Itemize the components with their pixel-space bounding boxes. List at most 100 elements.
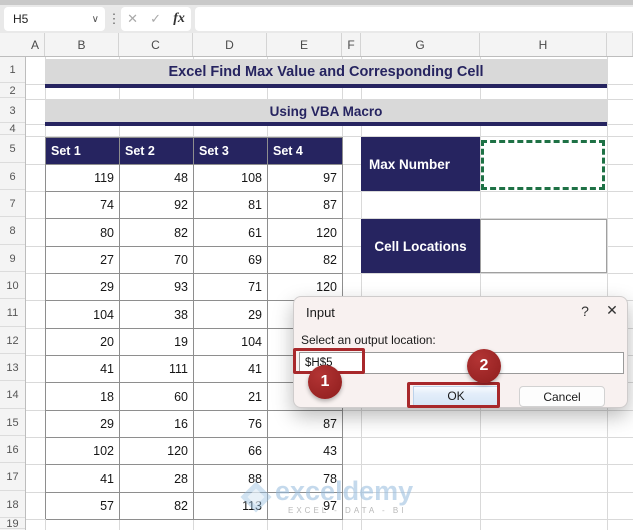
table-cell[interactable]: 69: [194, 247, 268, 274]
table-cell[interactable]: 82: [120, 493, 194, 520]
row-header-9[interactable]: 9: [0, 246, 25, 272]
column-header-f[interactable]: F: [342, 33, 361, 56]
formula-bar[interactable]: [195, 7, 633, 31]
column-header-partial[interactable]: [607, 33, 633, 56]
cancel-button-label: Cancel: [543, 389, 581, 404]
formula-buttons: ✕ ✓ fx: [121, 7, 191, 31]
row-header-5[interactable]: 5: [0, 136, 25, 163]
table-cell[interactable]: 104: [194, 329, 268, 356]
table-cell[interactable]: 97: [268, 165, 343, 192]
column-header-b[interactable]: B: [45, 33, 119, 56]
table-cell[interactable]: 20: [46, 329, 120, 356]
max-number-label-cell[interactable]: Max Number: [361, 137, 480, 191]
table-cell[interactable]: 74: [46, 192, 120, 219]
table-cell[interactable]: 104: [46, 301, 120, 329]
table-cell[interactable]: 61: [194, 219, 268, 247]
row-header-7[interactable]: 7: [0, 191, 25, 217]
row-header-6[interactable]: 6: [0, 164, 25, 190]
table-cell[interactable]: 108: [194, 165, 268, 192]
table-cell[interactable]: 93: [120, 274, 194, 301]
table-cell[interactable]: 97: [268, 493, 343, 520]
table-cell[interactable]: 66: [194, 438, 268, 465]
table-cell[interactable]: 43: [268, 438, 343, 465]
table-header-set-3[interactable]: Set 3: [194, 138, 268, 165]
table-header-set-1[interactable]: Set 1: [46, 138, 120, 165]
column-header-a[interactable]: A: [26, 33, 45, 56]
row-header-10[interactable]: 10: [0, 273, 25, 299]
table-cell[interactable]: 82: [120, 219, 194, 247]
chevron-down-icon[interactable]: ∨: [91, 13, 99, 25]
row-header-19[interactable]: 19: [0, 518, 25, 530]
table-cell[interactable]: 41: [46, 465, 120, 493]
row-header-2[interactable]: 2: [0, 84, 25, 98]
ok-button-label: OK: [447, 389, 465, 403]
row-header-1[interactable]: 1: [0, 57, 25, 83]
insert-function-icon[interactable]: fx: [173, 11, 185, 26]
selected-output-cell-h5[interactable]: [481, 140, 605, 190]
table-cell[interactable]: 16: [120, 411, 194, 438]
table-cell[interactable]: 92: [120, 192, 194, 219]
table-cell[interactable]: 28: [120, 465, 194, 493]
confirm-entry-icon[interactable]: ✓: [150, 11, 162, 26]
table-cell[interactable]: 81: [194, 192, 268, 219]
table-cell[interactable]: 87: [268, 411, 343, 438]
close-icon[interactable]: ✕: [606, 302, 618, 318]
table-cell[interactable]: 111: [120, 356, 194, 383]
table-cell[interactable]: 88: [194, 465, 268, 493]
column-header-h[interactable]: H: [480, 33, 607, 56]
table-cell[interactable]: 57: [46, 493, 120, 520]
table-cell[interactable]: 87: [268, 192, 343, 219]
table-cell[interactable]: 41: [46, 356, 120, 383]
cancel-entry-icon[interactable]: ✕: [127, 11, 138, 26]
help-icon[interactable]: ?: [581, 303, 589, 319]
row-header-15[interactable]: 15: [0, 410, 25, 436]
table-header-set-2[interactable]: Set 2: [120, 138, 194, 165]
table-cell[interactable]: 29: [46, 274, 120, 301]
row-header-13[interactable]: 13: [0, 355, 25, 381]
table-cell[interactable]: 19: [120, 329, 194, 356]
name-box[interactable]: H5 ∨: [4, 7, 105, 31]
more-options-icon[interactable]: ⋮: [107, 11, 121, 26]
table-cell[interactable]: 27: [46, 247, 120, 274]
column-header-c[interactable]: C: [119, 33, 193, 56]
column-header-e[interactable]: E: [267, 33, 342, 56]
table-cell[interactable]: 120: [120, 438, 194, 465]
dialog-prompt: Select an output location:: [301, 333, 436, 347]
row-header-3[interactable]: 3: [0, 99, 25, 123]
table-cell[interactable]: 48: [120, 165, 194, 192]
column-header-g[interactable]: G: [361, 33, 480, 56]
table-cell[interactable]: 76: [194, 411, 268, 438]
row-header-4[interactable]: 4: [0, 123, 25, 135]
column-header-d[interactable]: D: [193, 33, 267, 56]
table-cell[interactable]: 21: [194, 383, 268, 411]
row-header-8[interactable]: 8: [0, 218, 25, 245]
table-cell[interactable]: 78: [268, 465, 343, 493]
row-header-14[interactable]: 14: [0, 382, 25, 409]
table-cell[interactable]: 71: [194, 274, 268, 301]
cell-locations-output-cell[interactable]: [480, 219, 607, 273]
table-cell[interactable]: 60: [120, 383, 194, 411]
table-cell[interactable]: 102: [46, 438, 120, 465]
output-location-input[interactable]: [299, 352, 624, 374]
table-cell[interactable]: 80: [46, 219, 120, 247]
row-header-17[interactable]: 17: [0, 464, 25, 491]
table-cell[interactable]: 119: [46, 165, 120, 192]
table-cell[interactable]: 120: [268, 219, 343, 247]
table-header-set-4[interactable]: Set 4: [268, 138, 343, 165]
table-cell[interactable]: 82: [268, 247, 343, 274]
table-cell[interactable]: 18: [46, 383, 120, 411]
row-header-16[interactable]: 16: [0, 437, 25, 463]
sheet-subtitle-banner: Using VBA Macro: [45, 100, 607, 126]
table-cell[interactable]: 70: [120, 247, 194, 274]
row-header-12[interactable]: 12: [0, 328, 25, 354]
table-cell[interactable]: 29: [46, 411, 120, 438]
row-header-18[interactable]: 18: [0, 492, 25, 518]
table-cell[interactable]: 38: [120, 301, 194, 329]
table-cell[interactable]: 41: [194, 356, 268, 383]
cell-locations-label-cell[interactable]: Cell Locations: [361, 219, 480, 273]
table-cell[interactable]: 29: [194, 301, 268, 329]
table-cell[interactable]: 113: [194, 493, 268, 520]
row-header-11[interactable]: 11: [0, 300, 25, 327]
step-1-badge: 1: [308, 365, 342, 399]
cancel-button[interactable]: Cancel: [519, 386, 605, 407]
